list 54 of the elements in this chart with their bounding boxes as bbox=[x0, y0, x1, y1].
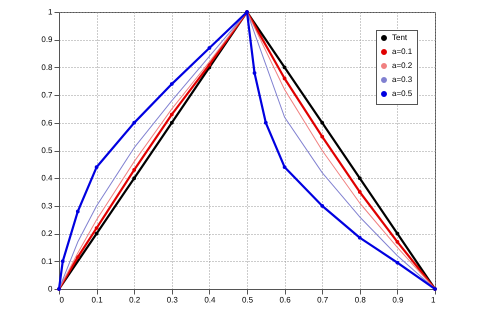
x-tick-label: 0 bbox=[60, 296, 64, 304]
point bbox=[264, 120, 268, 125]
legend-label: Tent bbox=[392, 33, 408, 42]
point bbox=[132, 168, 136, 172]
point bbox=[396, 260, 400, 265]
point bbox=[396, 240, 400, 244]
point bbox=[76, 210, 80, 214]
point bbox=[282, 165, 286, 169]
point bbox=[358, 176, 362, 180]
x-tick-label: 0.7 bbox=[317, 296, 329, 304]
point bbox=[282, 76, 286, 80]
legend-label: a=0.3 bbox=[392, 75, 413, 84]
point bbox=[132, 120, 136, 125]
x-tick-label: 0.4 bbox=[204, 296, 216, 304]
legend-label: a=0.5 bbox=[392, 89, 413, 98]
y-tick-label: 0.7 bbox=[41, 90, 54, 100]
x-tick-label: 0.6 bbox=[280, 296, 292, 304]
x-tick-label: 0.5 bbox=[242, 296, 254, 304]
point bbox=[396, 232, 400, 236]
point bbox=[282, 66, 286, 70]
point bbox=[94, 232, 98, 236]
point bbox=[170, 120, 174, 125]
x-tick-label: 0.9 bbox=[392, 296, 404, 304]
x-tick-label: 0.2 bbox=[129, 296, 141, 304]
y-tick-label: 0.4 bbox=[41, 174, 54, 183]
point bbox=[320, 120, 324, 125]
legend-label: a=0.2 bbox=[392, 61, 413, 70]
y-tick-label: 0.9 bbox=[41, 35, 54, 44]
x-tick-label: 0.1 bbox=[92, 296, 104, 304]
y-tick-label: 0.1 bbox=[41, 256, 54, 266]
point bbox=[320, 134, 324, 139]
point bbox=[94, 165, 98, 169]
point bbox=[358, 190, 362, 194]
y-tick-label: 0.2 bbox=[41, 229, 54, 238]
x-tick-label: 0.8 bbox=[354, 296, 366, 304]
point bbox=[170, 112, 174, 116]
point bbox=[94, 226, 98, 230]
point bbox=[358, 236, 362, 240]
legend-label: a=0.1 bbox=[392, 47, 413, 56]
y-tick-label: 0.5 bbox=[41, 146, 54, 155]
y-tick-label: 1 bbox=[48, 8, 54, 16]
point bbox=[132, 176, 136, 180]
x-tick-label: 1 bbox=[431, 296, 436, 304]
point bbox=[60, 259, 65, 264]
point bbox=[252, 71, 256, 75]
y-tick-label: 0.6 bbox=[41, 118, 54, 128]
point bbox=[76, 255, 80, 260]
point bbox=[320, 204, 324, 208]
y-tick-label: 0 bbox=[48, 284, 54, 294]
point bbox=[208, 46, 212, 50]
y-tick-label: 0.8 bbox=[41, 62, 54, 72]
y-tick-label: 0.3 bbox=[41, 201, 54, 210]
point bbox=[170, 82, 174, 86]
x-tick-label: 0.3 bbox=[166, 296, 178, 304]
